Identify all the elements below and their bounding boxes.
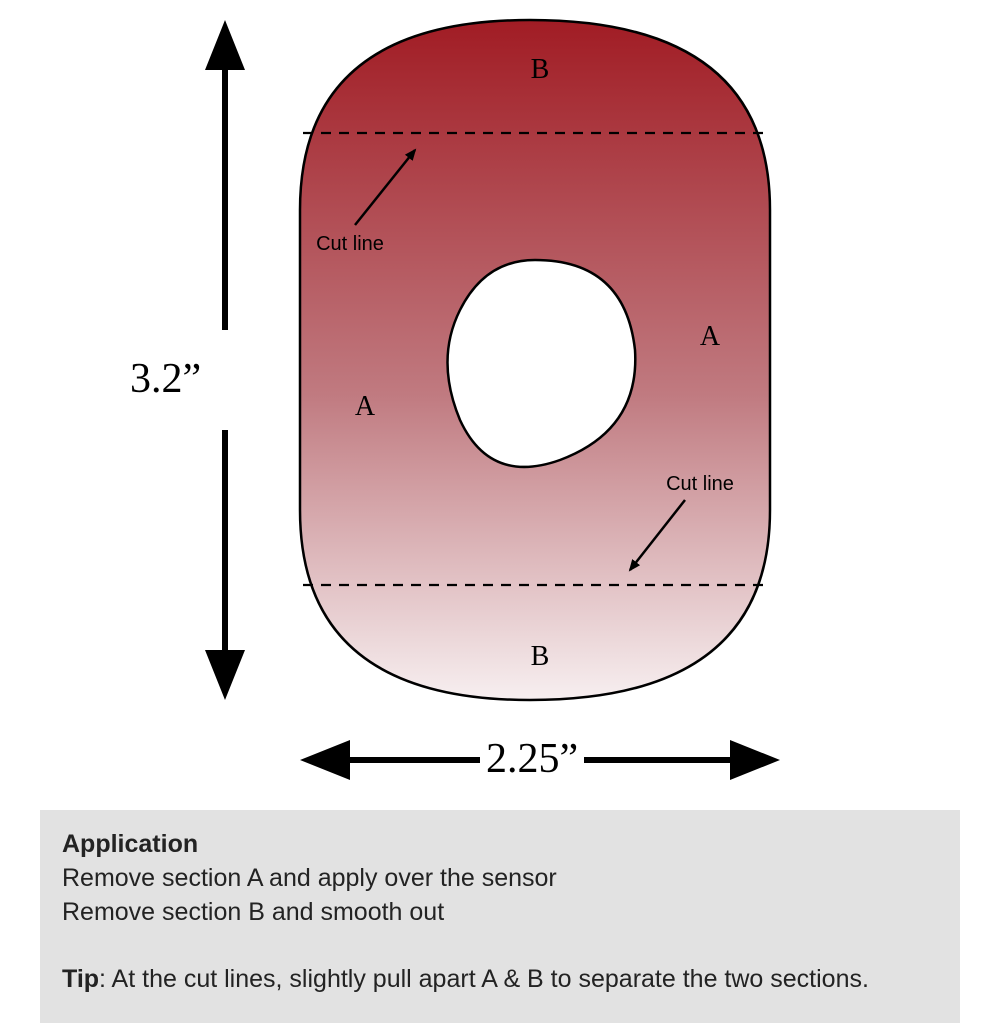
info-line1: Remove section A and apply over the sens…: [62, 862, 938, 896]
dim-vert-upper-head: [205, 20, 245, 70]
cutline-label-top: Cut line: [316, 233, 384, 255]
info-tip-label: Tip: [62, 965, 99, 993]
section-label-a-left: A: [355, 391, 376, 422]
dim-width-label: 2.25”: [480, 735, 584, 783]
dim-horiz-right-head: [730, 740, 780, 780]
info-tip-text: : At the cut lines, slightly pull apart …: [99, 965, 869, 993]
section-label-b-bottom: B: [531, 641, 550, 672]
patch-shape: [300, 20, 770, 700]
cutline-label-bottom: Cut line: [666, 473, 734, 495]
diagram-canvas: B B A A Cut line Cut line 3.2” 2.25” App…: [0, 0, 1000, 1000]
section-label-b-top: B: [531, 54, 550, 85]
diagram-svg: B B A A Cut line Cut line: [0, 0, 1000, 810]
application-info-box: Application Remove section A and apply o…: [40, 810, 960, 1023]
dim-vert-lower-head: [205, 650, 245, 700]
dim-height-label: 3.2”: [130, 355, 201, 403]
section-label-a-right: A: [700, 321, 721, 352]
info-heading: Application: [62, 828, 938, 862]
info-line2: Remove section B and smooth out: [62, 896, 938, 930]
dim-horiz-left-head: [300, 740, 350, 780]
info-tip: Tip: At the cut lines, slightly pull apa…: [62, 963, 938, 997]
